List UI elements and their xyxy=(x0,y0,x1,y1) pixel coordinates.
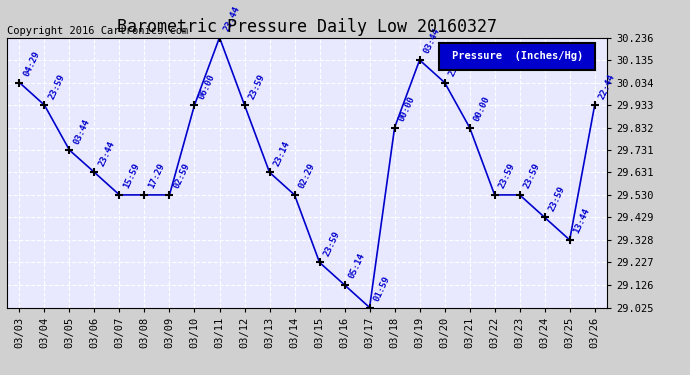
Text: 13:44: 13:44 xyxy=(572,207,592,235)
Title: Barometric Pressure Daily Low 20160327: Barometric Pressure Daily Low 20160327 xyxy=(117,18,497,36)
Text: 05:14: 05:14 xyxy=(347,252,366,280)
Text: 06:00: 06:00 xyxy=(197,72,217,100)
Text: 23:44: 23:44 xyxy=(97,140,117,168)
Text: 15:59: 15:59 xyxy=(122,162,141,190)
Text: 23:59: 23:59 xyxy=(322,230,342,258)
Text: 03:44: 03:44 xyxy=(422,27,442,56)
Text: 04:29: 04:29 xyxy=(22,50,41,78)
Text: 03:44: 03:44 xyxy=(72,117,92,146)
Text: 23:44: 23:44 xyxy=(222,4,242,33)
Text: 23:59: 23:59 xyxy=(247,72,266,100)
Text: 02:29: 02:29 xyxy=(297,162,317,190)
Text: 23:59: 23:59 xyxy=(447,50,466,78)
Text: 01:59: 01:59 xyxy=(372,274,392,303)
Text: 02:59: 02:59 xyxy=(172,162,192,190)
Text: 00:00: 00:00 xyxy=(472,95,492,123)
Text: Copyright 2016 Cartronics.com: Copyright 2016 Cartronics.com xyxy=(7,26,188,36)
Text: 23:59: 23:59 xyxy=(497,162,517,190)
Text: 23:59: 23:59 xyxy=(547,184,566,213)
Text: 23:59: 23:59 xyxy=(47,72,66,100)
Text: 23:14: 23:14 xyxy=(272,140,292,168)
Text: 22:44: 22:44 xyxy=(598,72,617,100)
Text: 00:00: 00:00 xyxy=(397,95,417,123)
Text: 23:59: 23:59 xyxy=(522,162,542,190)
Text: 17:29: 17:29 xyxy=(147,162,166,190)
